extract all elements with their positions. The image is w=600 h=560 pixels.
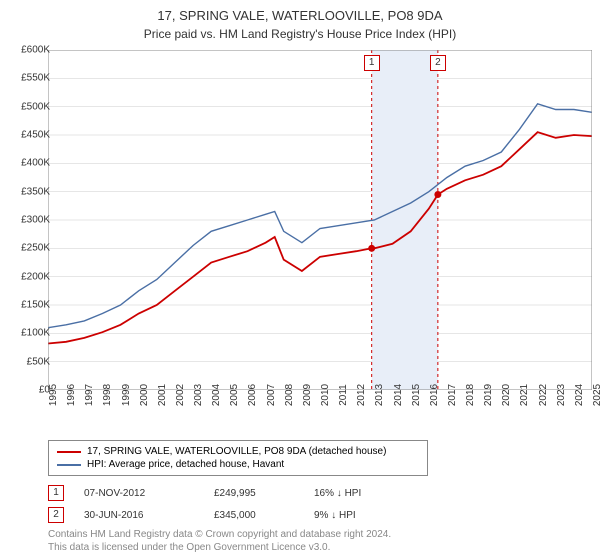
x-tick-label: 2020	[501, 384, 512, 406]
x-tick-label: 1997	[84, 384, 95, 406]
legend-item: HPI: Average price, detached house, Hava…	[57, 458, 419, 471]
x-tick-label: 2007	[266, 384, 277, 406]
x-tick-label: 2015	[411, 384, 422, 406]
x-tick-label: 2016	[429, 384, 440, 406]
x-tick-label: 2008	[284, 384, 295, 406]
x-tick-label: 2011	[338, 384, 349, 406]
legend-item: 17, SPRING VALE, WATERLOOVILLE, PO8 9DA …	[57, 445, 419, 458]
sale-row: 2 30-JUN-2016 £345,000 9% ↓ HPI	[48, 504, 414, 526]
x-tick-label: 2017	[447, 384, 458, 406]
x-tick-label: 1998	[102, 384, 113, 406]
legend-swatch-icon	[57, 451, 81, 453]
chart-subtitle: Price paid vs. HM Land Registry's House …	[0, 25, 600, 41]
sale-date: 07-NOV-2012	[84, 488, 194, 499]
y-tick-label: £50K	[27, 356, 50, 367]
x-tick-label: 1999	[121, 384, 132, 406]
chart-title: 17, SPRING VALE, WATERLOOVILLE, PO8 9DA	[0, 0, 600, 25]
x-tick-label: 2012	[356, 384, 367, 406]
x-tick-label: 2009	[302, 384, 313, 406]
x-tick-label: 2000	[139, 384, 150, 406]
x-tick-label: 2022	[538, 384, 549, 406]
sale-marker-chip: 1	[364, 55, 380, 71]
legend-label: HPI: Average price, detached house, Hava…	[87, 459, 284, 470]
x-tick-label: 2002	[175, 384, 186, 406]
x-tick-label: 1995	[48, 384, 59, 406]
y-tick-label: £500K	[21, 101, 50, 112]
x-tick-label: 2004	[211, 384, 222, 406]
y-tick-label: £450K	[21, 130, 50, 141]
chart-plot-area	[48, 50, 592, 390]
sale-marker-chip: 2	[48, 507, 64, 523]
x-tick-label: 2018	[465, 384, 476, 406]
x-tick-label: 2001	[157, 384, 168, 406]
sale-price: £249,995	[214, 488, 294, 499]
sale-date: 30-JUN-2016	[84, 510, 194, 521]
y-tick-label: £400K	[21, 158, 50, 169]
sales-table: 1 07-NOV-2012 £249,995 16% ↓ HPI 2 30-JUN-201…	[48, 482, 414, 526]
y-tick-label: £350K	[21, 186, 50, 197]
x-tick-label: 2003	[193, 384, 204, 406]
sale-row: 1 07-NOV-2012 £249,995 16% ↓ HPI	[48, 482, 414, 504]
x-tick-label: 2010	[320, 384, 331, 406]
sale-diff: 9% ↓ HPI	[314, 510, 414, 521]
x-tick-label: 2021	[519, 384, 530, 406]
y-tick-label: £100K	[21, 328, 50, 339]
x-tick-label: 2014	[393, 384, 404, 406]
attribution: Contains HM Land Registry data © Crown c…	[48, 528, 391, 554]
x-tick-label: 2025	[592, 384, 600, 406]
chart-container: 17, SPRING VALE, WATERLOOVILLE, PO8 9DA …	[0, 0, 600, 560]
y-tick-label: £300K	[21, 215, 50, 226]
attribution-line: Contains HM Land Registry data © Crown c…	[48, 528, 391, 541]
x-tick-label: 2019	[483, 384, 494, 406]
x-tick-label: 2023	[556, 384, 567, 406]
x-tick-label: 2006	[247, 384, 258, 406]
sale-diff: 16% ↓ HPI	[314, 488, 414, 499]
attribution-line: This data is licensed under the Open Gov…	[48, 541, 391, 554]
y-tick-label: £200K	[21, 271, 50, 282]
legend: 17, SPRING VALE, WATERLOOVILLE, PO8 9DA …	[48, 440, 428, 476]
y-tick-label: £550K	[21, 73, 50, 84]
x-tick-label: 1996	[66, 384, 77, 406]
x-tick-label: 2005	[229, 384, 240, 406]
x-tick-label: 2024	[574, 384, 585, 406]
legend-label: 17, SPRING VALE, WATERLOOVILLE, PO8 9DA …	[87, 446, 386, 457]
sale-marker-chip: 2	[430, 55, 446, 71]
sale-marker-chip: 1	[48, 485, 64, 501]
y-tick-label: £600K	[21, 45, 50, 56]
x-tick-label: 2013	[374, 384, 385, 406]
chart-svg	[48, 50, 592, 390]
sale-price: £345,000	[214, 510, 294, 521]
legend-swatch-icon	[57, 464, 81, 466]
y-tick-label: £150K	[21, 300, 50, 311]
y-tick-label: £250K	[21, 243, 50, 254]
